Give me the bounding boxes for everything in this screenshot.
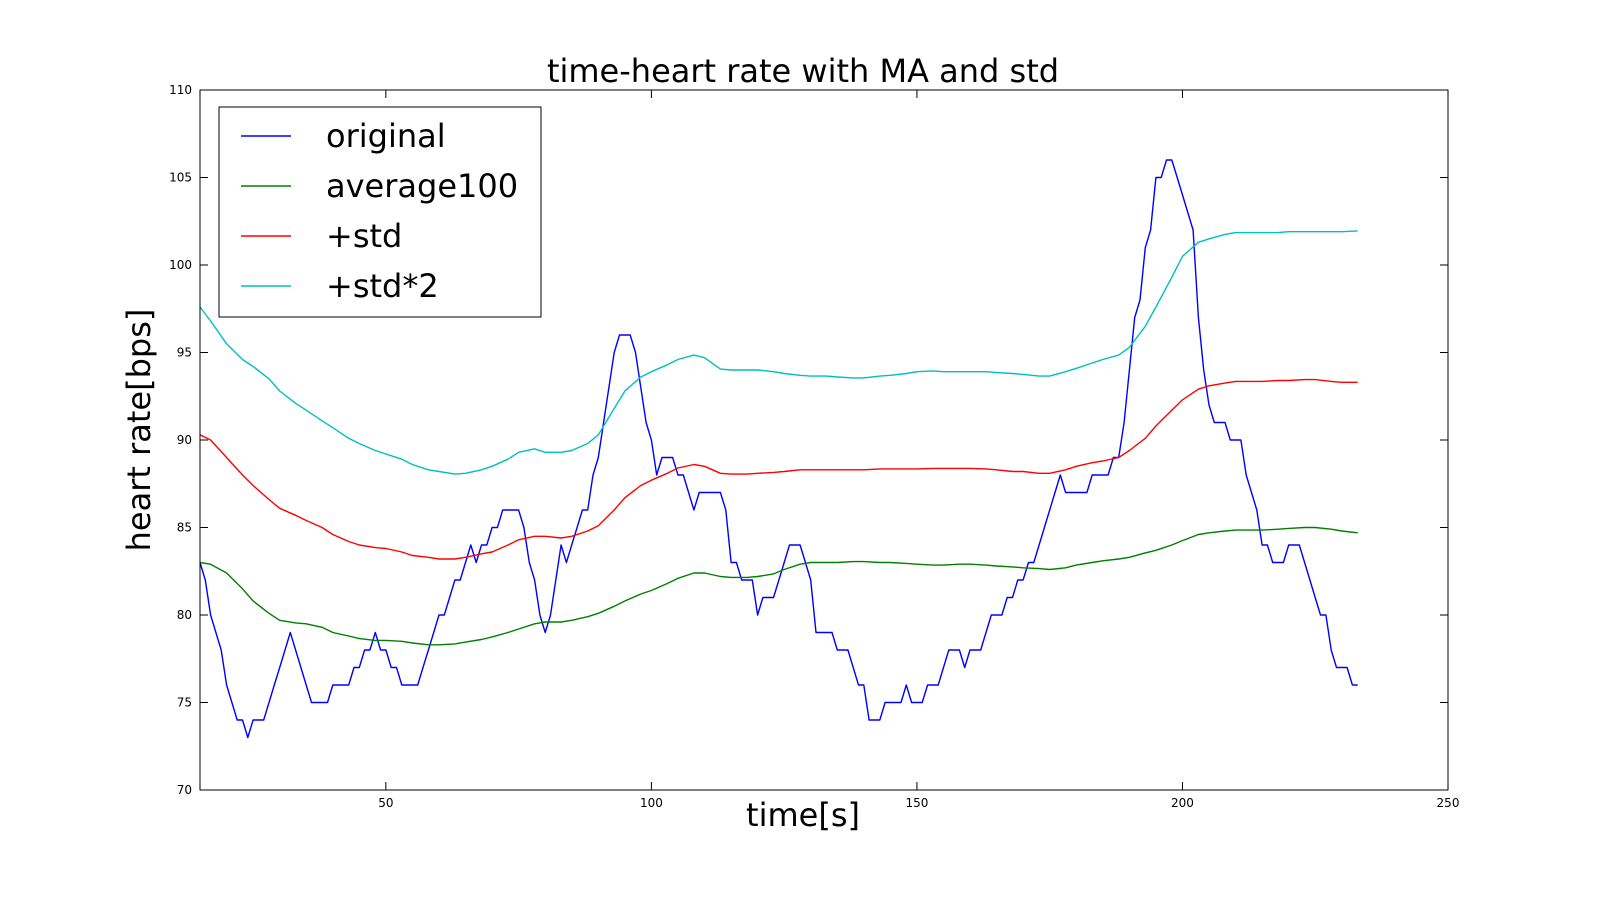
series-line-2 — [199, 378, 1358, 560]
x-tick-label-0: 50 — [378, 796, 393, 810]
x-tick-label-2: 150 — [905, 796, 928, 810]
y-tick-label-1: 75 — [177, 696, 192, 710]
y-tick-label-8: 110 — [169, 83, 192, 97]
legend: original average100 +std +std*2 — [218, 106, 542, 318]
series-line-3 — [199, 230, 1358, 475]
y-tick-label-0: 70 — [177, 783, 192, 797]
x-axis-title: time[s] — [746, 796, 860, 834]
axis-ticks: 50 100 150 200 250 70 75 80 85 90 95 100 105 110 — [169, 83, 1459, 810]
series-line-1 — [199, 526, 1358, 646]
y-axis-title: heart rate[bps] — [120, 309, 158, 552]
legend-label-1: average100 — [326, 167, 518, 205]
y-tick-label-5: 95 — [177, 346, 192, 360]
series-line-0 — [199, 159, 1358, 739]
legend-label-2: +std — [326, 217, 402, 255]
y-tick-label-2: 80 — [177, 608, 192, 622]
x-tick-label-4: 250 — [1437, 796, 1460, 810]
y-tick-label-7: 105 — [169, 171, 192, 185]
plot-area — [199, 159, 1358, 739]
x-tick-label-1: 100 — [640, 796, 663, 810]
legend-box — [218, 106, 542, 318]
legend-label-0: original — [326, 117, 446, 155]
legend-label-3: +std*2 — [326, 267, 439, 305]
y-tick-label-6: 100 — [169, 258, 192, 272]
x-tick-label-3: 200 — [1171, 796, 1194, 810]
y-tick-label-4: 90 — [177, 433, 192, 447]
y-tick-label-3: 85 — [177, 521, 192, 535]
chart-title: time-heart rate with MA and std — [547, 52, 1059, 90]
